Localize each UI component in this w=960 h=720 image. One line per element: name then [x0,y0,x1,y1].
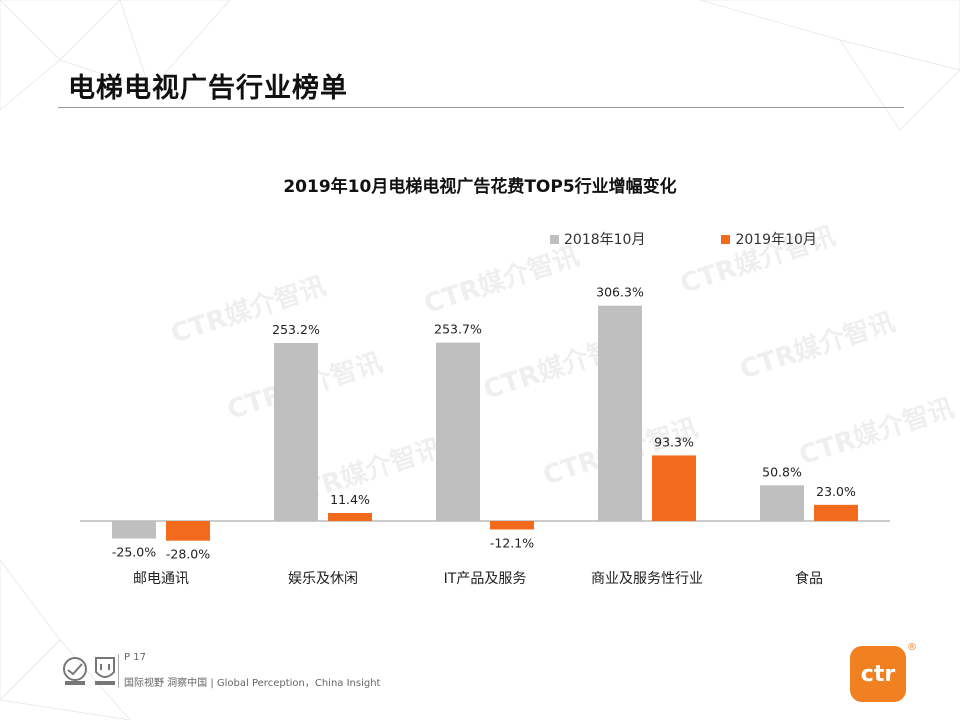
legend-swatch-2019 [721,234,731,244]
data-label: 93.3% [654,434,694,449]
bar-2018-4 [760,485,804,521]
bar-2018-2 [436,342,480,521]
bar-2019-3 [652,455,696,521]
certification-seal-icon [63,657,87,685]
data-label: -25.0% [112,545,156,560]
data-label: -12.1% [490,536,534,551]
bar-2019-2 [490,521,534,530]
category-label: 娱乐及休闲 [288,571,358,587]
page-number: P 17 [124,652,146,663]
page-title: 电梯电视广告行业榜单 [68,73,348,104]
data-label: 50.8% [762,464,802,479]
chart-title: 2019年10月电梯电视广告花费TOP5行业增幅变化 [283,177,677,197]
data-label: -28.0% [166,547,210,562]
legend-item-2019: 2019年10月 [721,229,817,249]
category-label: 商业及服务性行业 [591,571,703,587]
legend-label-2019: 2019年10月 [735,232,817,248]
bar-2018-3 [598,305,642,521]
data-label: 253.7% [434,322,482,337]
legend-swatch-2018 [550,234,559,244]
chart-legend: 2018年10月 2019年10月 [550,229,817,249]
data-label: 11.4% [330,492,370,507]
title-divider [58,107,904,108]
bar-2019-4 [814,504,858,521]
ctr-logo: ctr [850,646,906,702]
category-label: 食品 [795,570,823,587]
data-label: 253.2% [272,322,320,337]
footer-slogan: 国际视野 洞察中国 | Global Perception，China Insi… [124,678,381,689]
data-label: 23.0% [816,484,856,499]
data-label: 306.3% [596,285,644,300]
category-label: IT产品及服务 [444,571,527,587]
bar-2018-0 [112,521,156,539]
category-label: 邮电通讯 [133,571,189,587]
legend-item-2018: 2018年10月 [550,229,645,249]
legend-label-2018: 2018年10月 [564,232,646,248]
bar-2018-1 [274,343,318,521]
bar-2019-0 [166,521,210,541]
ukas-seal-icon [95,657,115,685]
bar-2019-1 [328,512,372,521]
footer-divider [118,654,119,688]
registered-mark: ® [907,642,917,653]
